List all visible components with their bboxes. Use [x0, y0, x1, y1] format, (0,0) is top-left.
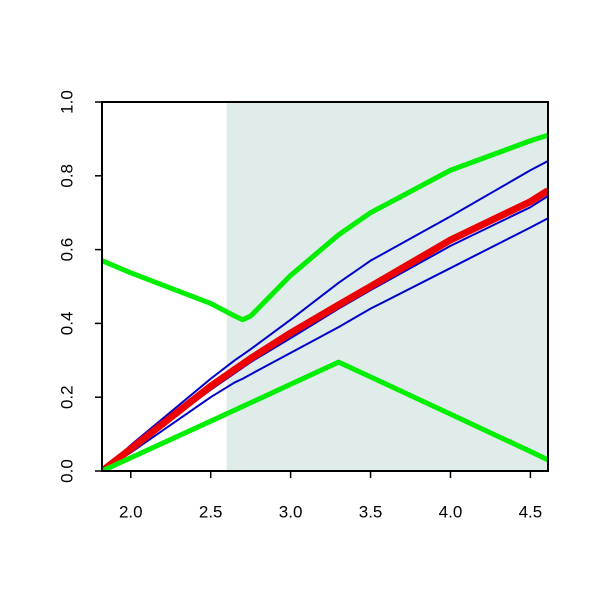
data-line [102, 217, 548, 471]
x-tick-label: 3.0 [279, 502, 303, 521]
data-line [102, 160, 548, 471]
y-tick-label: 1.0 [57, 90, 76, 114]
data-line [102, 359, 548, 471]
data-line [102, 187, 548, 471]
y-tick-label: 0.2 [57, 385, 76, 409]
y-tick-label: 0.0 [57, 459, 76, 483]
x-tick-label: 3.5 [359, 502, 383, 521]
x-tick-label: 2.0 [119, 502, 143, 521]
y-tick-label: 0.8 [57, 164, 76, 188]
x-tick-label: 4.0 [439, 502, 463, 521]
x-tick-label: 2.5 [199, 502, 223, 521]
y-tick-label: 0.4 [57, 312, 76, 336]
y-tick-label: 0.6 [57, 238, 76, 262]
x-tick-label: 4.5 [519, 502, 543, 521]
data-line [102, 132, 548, 323]
plot-frame [101, 101, 549, 472]
shaded-region [226, 102, 548, 471]
